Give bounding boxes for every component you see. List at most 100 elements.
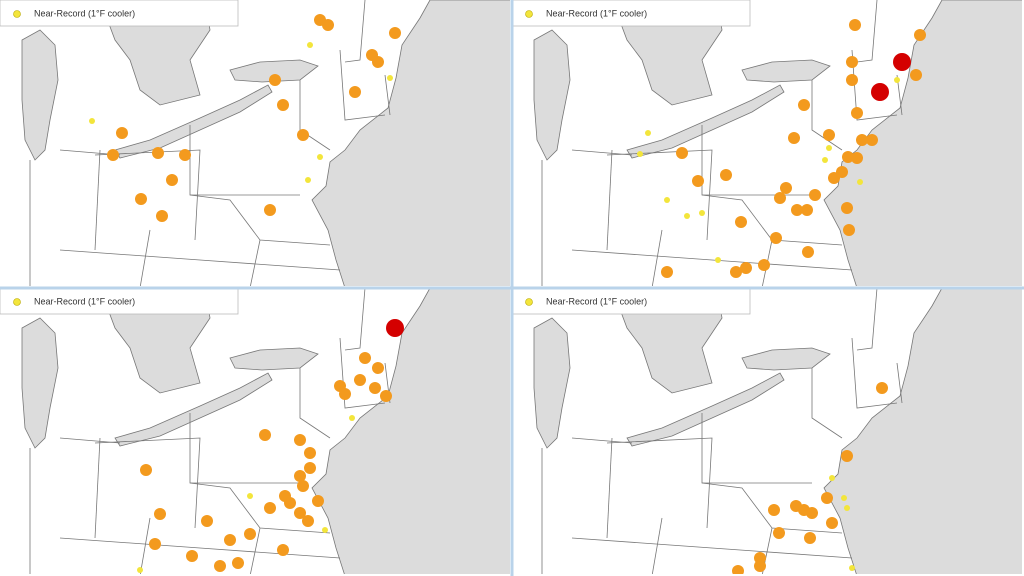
record-dot — [312, 495, 324, 507]
lake — [626, 372, 785, 447]
state-border — [811, 80, 843, 151]
state-border — [856, 0, 878, 63]
record-dot — [841, 450, 853, 462]
record-dot — [264, 502, 276, 514]
record-dot — [359, 352, 371, 364]
legend-box — [512, 0, 751, 27]
legend-box — [512, 288, 751, 315]
record-dot — [302, 515, 314, 527]
state-border — [299, 368, 331, 439]
record-dot — [836, 166, 848, 178]
record-dot — [389, 27, 401, 39]
state-border — [856, 288, 878, 351]
record-dot — [826, 517, 838, 529]
panel-content: Near-Record (1°F cooler) — [512, 288, 1022, 574]
record-dot — [304, 462, 316, 474]
major-record-dot — [893, 53, 911, 71]
panel-content: Near-Record (1°F cooler) — [512, 0, 1022, 286]
map-panel: Near-Record (1°F cooler) — [0, 0, 510, 286]
lake — [114, 84, 273, 159]
record-dot — [802, 246, 814, 258]
legend-label: Near-Record (1°F cooler) — [546, 8, 647, 18]
lake — [229, 59, 319, 83]
record-dot — [297, 129, 309, 141]
near-record-dot — [137, 567, 143, 573]
state-border — [250, 527, 261, 574]
near-record-dot — [849, 565, 855, 571]
state-border — [384, 74, 391, 116]
state-border — [250, 239, 261, 286]
state-border — [571, 249, 853, 271]
state-border — [59, 249, 341, 271]
record-dot — [156, 210, 168, 222]
state-border — [811, 368, 843, 439]
legend-swatch — [13, 298, 21, 306]
near-record-dot — [844, 505, 850, 511]
record-dot — [264, 204, 276, 216]
ocean — [311, 0, 510, 286]
legend-label: Near-Record (1°F cooler) — [34, 296, 135, 306]
record-dot — [842, 151, 854, 163]
lake — [626, 84, 785, 159]
record-dot — [732, 565, 744, 574]
record-dot — [876, 382, 888, 394]
record-dot — [841, 202, 853, 214]
legend-label: Near-Record (1°F cooler) — [34, 8, 135, 18]
ocean — [311, 288, 510, 574]
record-dot — [369, 382, 381, 394]
record-dot — [849, 19, 861, 31]
record-dot — [780, 182, 792, 194]
near-record-dot — [349, 415, 355, 421]
state-border — [94, 149, 201, 241]
record-dot — [798, 99, 810, 111]
record-dot — [740, 262, 752, 274]
record-dot — [277, 544, 289, 556]
state-border — [851, 337, 898, 409]
record-dot — [224, 534, 236, 546]
record-dot — [846, 56, 858, 68]
state-border — [651, 229, 663, 286]
lake — [533, 317, 571, 449]
major-record-dot — [386, 319, 404, 337]
record-dot — [821, 492, 833, 504]
record-dot — [770, 232, 782, 244]
record-dot — [304, 447, 316, 459]
record-dot — [730, 266, 742, 278]
legend-box — [0, 0, 239, 27]
near-record-dot — [829, 475, 835, 481]
near-record-dot — [89, 118, 95, 124]
record-dot — [804, 532, 816, 544]
record-dot — [914, 29, 926, 41]
near-record-dot — [857, 179, 863, 185]
record-dot — [149, 538, 161, 550]
record-dot — [735, 216, 747, 228]
record-dot — [339, 388, 351, 400]
record-dot — [154, 508, 166, 520]
near-record-dot — [684, 213, 690, 219]
state-border — [139, 229, 151, 286]
record-dot — [791, 204, 803, 216]
record-dot — [297, 480, 309, 492]
near-record-dot — [322, 527, 328, 533]
record-dot — [201, 515, 213, 527]
near-record-dot — [637, 151, 643, 157]
record-dot — [322, 19, 334, 31]
record-dot — [851, 152, 863, 164]
record-dot — [380, 390, 392, 402]
state-border — [59, 537, 341, 559]
legend-swatch — [525, 10, 533, 18]
panel-content: Near-Record (1°F cooler) — [0, 288, 510, 574]
record-dot — [823, 129, 835, 141]
major-record-dot — [871, 83, 889, 101]
record-dot — [116, 127, 128, 139]
record-dot — [214, 560, 226, 572]
near-record-dot — [822, 157, 828, 163]
record-dot — [135, 193, 147, 205]
record-dot — [107, 149, 119, 161]
legend-label: Near-Record (1°F cooler) — [546, 296, 647, 306]
record-dot — [354, 374, 366, 386]
record-dot — [768, 504, 780, 516]
state-border — [94, 437, 201, 529]
record-dot — [284, 497, 296, 509]
